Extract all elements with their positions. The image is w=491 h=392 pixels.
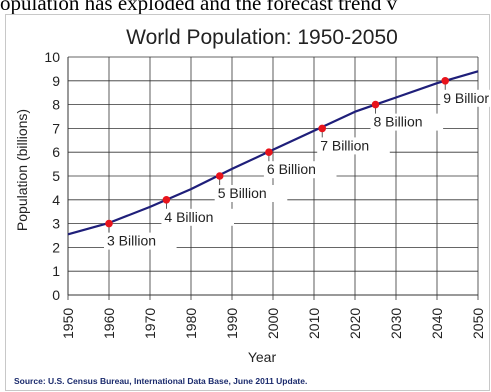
milestone-point bbox=[318, 124, 327, 133]
label-background bbox=[104, 232, 177, 250]
x-tick-label: 2020 bbox=[347, 308, 363, 339]
x-axis-label: Year bbox=[248, 349, 277, 365]
y-tick-labels: 0 1 2 3 4 5 6 7 8 9 10 bbox=[44, 49, 60, 303]
cropped-caption-text: opulation has exploded and the forecast … bbox=[0, 0, 398, 15]
milestone-label: 3 Billion bbox=[107, 233, 156, 249]
x-tick-label: 1980 bbox=[183, 308, 199, 339]
x-tick-label: 1950 bbox=[60, 308, 76, 339]
series-layer bbox=[67, 70, 479, 236]
source-note: Source: U.S. Census Bureau, Internationa… bbox=[14, 376, 307, 386]
y-tick-label: 2 bbox=[52, 239, 60, 255]
y-tick-label: 6 bbox=[52, 144, 60, 160]
x-tick-labels: 1950 1960 1970 1980 1990 2000 2010 2020 2030 2040… bbox=[60, 308, 486, 339]
x-tick-label: 2000 bbox=[265, 308, 281, 339]
y-tick-label: 5 bbox=[52, 168, 60, 184]
x-tick-label: 2040 bbox=[429, 308, 445, 339]
y-tick-label: 10 bbox=[44, 49, 60, 65]
milestone-point bbox=[105, 219, 113, 228]
x-tick-label: 1990 bbox=[224, 308, 240, 339]
milestone-point bbox=[162, 196, 171, 204]
milestone-label: 5 Billion bbox=[218, 185, 267, 201]
figure-frame bbox=[5, 14, 490, 391]
y-tick-label: 1 bbox=[52, 263, 60, 279]
x-tick-label: 2030 bbox=[388, 308, 404, 339]
population-line bbox=[67, 70, 479, 236]
y-tick-label: 3 bbox=[52, 216, 60, 232]
y-tick-label: 4 bbox=[52, 192, 60, 208]
milestone-label: 4 Billion bbox=[164, 209, 213, 225]
label-background bbox=[263, 161, 337, 179]
milestone-label: 9 Billior bbox=[443, 90, 489, 106]
y-axis-label: Population (billions) bbox=[14, 109, 30, 231]
axes bbox=[67, 57, 479, 300]
x-tick-label: 2050 bbox=[470, 308, 486, 339]
milestone-point bbox=[215, 172, 224, 180]
x-tick-label: 2010 bbox=[306, 308, 322, 339]
y-tick-label: 0 bbox=[52, 287, 60, 303]
label-background bbox=[214, 185, 288, 202]
milestone-point bbox=[441, 77, 450, 85]
x-tick-label: 1970 bbox=[142, 308, 158, 339]
milestone-label: 8 Billion bbox=[374, 114, 423, 130]
y-tick-label: 7 bbox=[52, 120, 60, 136]
grid bbox=[68, 56, 479, 295]
milestone-point bbox=[265, 148, 273, 156]
x-tick-label: 1960 bbox=[101, 308, 117, 339]
y-tick-label: 9 bbox=[52, 73, 60, 89]
y-tick-label: 8 bbox=[52, 97, 60, 113]
milestone-label: 7 Billion bbox=[320, 137, 369, 153]
label-background bbox=[370, 113, 444, 131]
label-background bbox=[161, 208, 234, 226]
milestone-point bbox=[371, 100, 380, 109]
chart-title: World Population: 1950-2050 bbox=[126, 26, 398, 49]
milestone-label: 6 Billion bbox=[267, 161, 316, 177]
label-background bbox=[317, 137, 390, 155]
label-background bbox=[440, 89, 491, 107]
